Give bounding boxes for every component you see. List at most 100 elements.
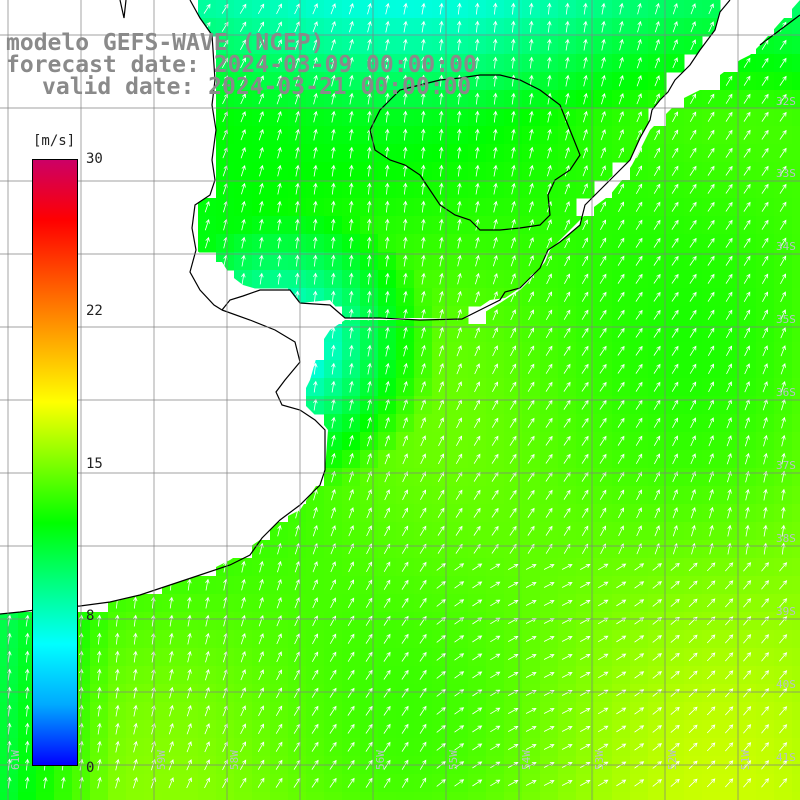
wind-arrow [329,777,337,788]
wind-arrow [563,399,571,410]
wind-arrow [653,381,661,392]
wind-speed-cell [792,612,800,631]
wind-arrow [438,74,444,87]
wind-arrow [580,708,591,714]
wind-arrow [671,147,679,158]
wind-arrow [616,671,627,679]
wind-arrow [402,200,408,213]
wind-arrow [437,507,445,518]
wind-arrow [419,633,427,644]
wind-arrow [204,705,210,717]
wind-arrow [402,146,408,159]
wind-arrow [618,93,624,105]
wind-arrow [527,489,535,500]
wind-arrow [419,507,427,519]
wind-arrow [313,110,318,123]
wind-arrow [43,776,48,789]
wind-arrow [581,309,589,320]
wind-arrow [294,579,300,591]
wind-arrow [761,57,769,68]
wind-arrow [383,777,391,788]
wind-arrow [384,218,390,231]
wind-arrow [493,146,498,159]
wind-arrow [543,582,555,588]
wind-arrow [781,470,786,483]
wind-arrow [239,777,247,788]
wind-arrow [672,453,678,465]
wind-arrow [599,309,607,320]
wind-arrow [581,381,589,392]
wind-arrow [275,777,283,788]
wind-arrow [619,2,624,15]
wind-arrow [743,201,751,212]
wind-arrow [635,309,643,320]
wind-arrow [671,255,679,266]
wind-arrow [490,563,501,571]
wind-arrow [205,632,210,645]
wind-arrow [779,237,787,249]
wind-arrow [311,705,319,716]
wind-arrow [689,147,697,158]
lon-label: 54W [520,750,533,770]
wind-arrow [600,111,606,123]
wind-arrow [528,291,534,303]
wind-arrow [403,290,408,303]
wind-arrow [652,725,662,733]
wind-arrow [294,633,300,645]
wind-arrow [474,345,480,357]
wind-arrow [672,489,678,501]
wind-arrow [257,777,265,788]
wind-arrow [241,182,246,195]
wind-arrow [384,146,390,159]
wind-speed-cell [792,18,800,37]
wind-arrow [528,38,534,51]
wind-arrow [779,219,787,230]
wind-arrow [781,452,786,465]
wind-arrow [689,111,697,122]
wind-arrow [600,129,606,141]
wind-arrow [546,255,552,267]
wind-arrow [311,687,319,698]
wind-arrow [563,345,571,356]
wind-arrow [365,777,373,788]
wind-arrow [707,147,715,158]
wind-arrow [761,616,770,626]
wind-arrow [725,129,733,140]
wind-arrow [365,705,373,716]
wind-arrow [454,581,465,589]
wind-arrow [401,525,409,536]
wind-arrow [547,164,552,177]
wind-arrow [312,3,318,15]
wind-arrow [205,578,210,591]
wind-arrow [258,111,264,123]
lat-label: 33S [776,167,796,180]
wind-arrow [366,525,372,537]
wind-arrow [276,75,282,87]
wind-arrow [582,129,588,141]
wind-arrow [543,780,555,786]
wind-arrow [454,653,465,661]
wind-arrow [635,399,643,410]
wind-arrow [24,740,30,753]
wind-arrow [545,489,553,500]
wind-arrow [258,93,264,105]
wind-arrow [725,93,733,104]
wind-arrow [294,543,300,555]
wind-arrow [457,164,462,177]
wind-arrow [580,600,591,606]
wind-arrow [763,506,768,519]
wind-arrow [329,687,337,698]
title-forecast-date: forecast date: 2024-03-09 00:00:00 [6,52,477,78]
wind-arrow [366,254,372,267]
wind-arrow [385,272,390,285]
wind-arrow [525,780,537,786]
wind-arrow [761,634,770,644]
wind-arrow [312,272,318,285]
wind-arrow [473,453,481,464]
lat-label: 38S [776,532,796,545]
wind-arrow [187,686,192,699]
wind-arrow [277,524,282,537]
wind-arrow [169,614,174,627]
wind-arrow [474,110,480,123]
wind-arrow [510,2,516,15]
